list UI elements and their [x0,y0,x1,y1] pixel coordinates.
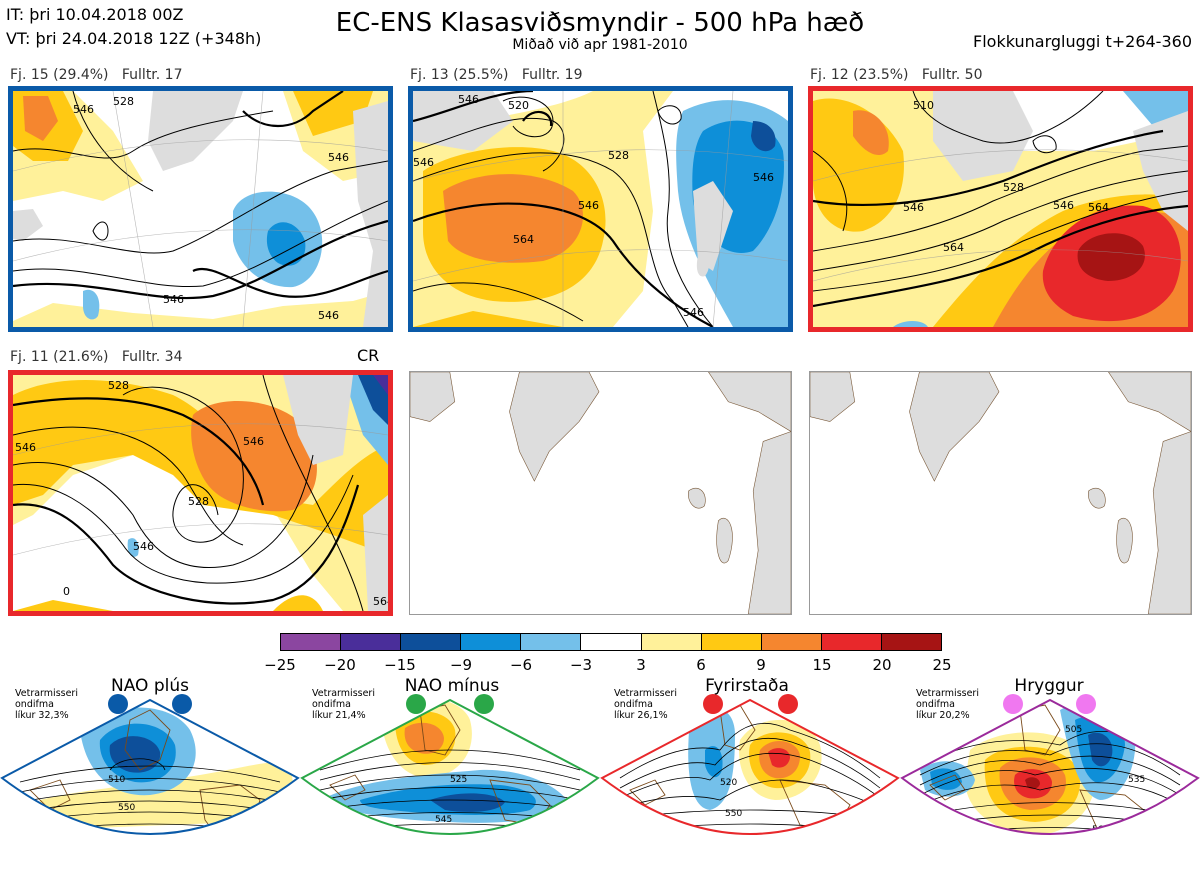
colorbar-swatch [761,634,822,650]
colorbar-tick: −25 [264,656,296,674]
svg-text:546: 546 [683,306,704,319]
colorbar-swatch [401,634,462,650]
regime-2-title: NAO mínus [404,676,500,696]
contour-label: 546 [73,103,94,116]
panel-4-tag: CR [357,346,380,365]
colorbar-tick: −9 [449,656,473,674]
regime-2-desc: Vetrarmisseri ondifma líkur 21,4% [312,688,375,721]
svg-text:546: 546 [413,156,434,169]
regime-2-dot [406,694,426,714]
regime-4-map[interactable]: 505 535 560 [900,690,1200,871]
page-title: EC-ENS Klasasviðsmyndir - 500 hPa hæð [335,8,865,38]
page-subtitle: Miðað við apr 1981-2010 [512,37,688,53]
colorbar-swatch [281,634,342,650]
svg-text:528: 528 [608,149,629,162]
empty-map-1 [409,371,792,615]
regime-1-desc: Vetrarmisseri ondifma líkur 32,3% [15,688,78,721]
svg-text:546: 546 [15,441,36,454]
panel-2-label: Fj. 13 (25.5%) Fulltr. 19 [410,67,583,83]
empty-map-2 [809,371,1192,615]
regime-2-dot [474,694,494,714]
contour-label: 546 [163,293,184,306]
colorbar-swatch [461,634,522,650]
colorbar-tick: −15 [384,656,416,674]
svg-text:546: 546 [1053,199,1074,212]
svg-text:546: 546 [243,435,264,448]
svg-text:525: 525 [450,775,467,785]
colorbar-tick: 9 [756,656,766,674]
contour-label: 546 [318,309,339,322]
regime-1-map[interactable]: 510 550 [0,690,300,871]
svg-text:528: 528 [108,379,129,392]
colorbar-swatch [341,634,402,650]
regime-4-dot [1003,694,1023,714]
svg-text:535: 535 [1128,775,1145,785]
svg-text:564: 564 [1088,201,1109,214]
colorbar-tick: −6 [509,656,533,674]
colorbar-tick: 3 [636,656,646,674]
cluster-map-1[interactable]: 528 546 546 546 546 [8,86,393,332]
svg-text:528: 528 [188,495,209,508]
regime-3-title: Fyrirstaða [705,676,789,696]
regime-1-dot [108,694,128,714]
regime-3-dot [778,694,798,714]
svg-text:546: 546 [753,171,774,184]
svg-text:520: 520 [720,778,737,788]
svg-text:546: 546 [903,201,924,214]
cluster-map-2[interactable]: 546 520 528 546 546 564 546 546 [408,86,793,332]
colorbar-swatch [821,634,882,650]
contour-label: 528 [113,95,134,108]
panel-3-label: Fj. 12 (23.5%) Fulltr. 50 [810,67,983,83]
regime-3-map[interactable]: 520 550 560 [600,690,900,871]
svg-text:564: 564 [373,595,388,608]
contour-label: 550 [118,803,135,813]
cluster-map-4[interactable]: 528 546 546 528 546 0 564 [8,370,393,616]
colorbar-tick: 15 [812,656,832,674]
regime-4-title: Hryggur [1014,676,1084,696]
colorbar [280,633,942,651]
regime-2-map[interactable]: 525 545 565 [300,690,600,871]
svg-text:546: 546 [578,199,599,212]
contour-label: 546 [328,151,349,164]
valid-time: VT: þri 24.04.2018 12Z (+348h) [6,29,262,48]
init-time: IT: þri 10.04.2018 00Z [6,5,184,24]
svg-text:564: 564 [943,241,964,254]
colorbar-tick: −20 [324,656,356,674]
regime-1-dot [172,694,192,714]
regime-1-title: NAO plús [111,676,189,696]
svg-text:546: 546 [458,93,479,106]
svg-text:510: 510 [913,99,934,112]
svg-text:565: 565 [445,851,462,861]
colorbar-swatch [581,634,642,650]
colorbar-tick: −3 [569,656,593,674]
svg-text:528: 528 [1003,181,1024,194]
colorbar-swatch [701,634,762,650]
panel-1-label: Fj. 15 (29.4%) Fulltr. 17 [10,67,183,83]
colorbar-tick: 6 [696,656,706,674]
svg-text:545: 545 [435,815,452,825]
svg-text:564: 564 [513,233,534,246]
colorbar-swatch [641,634,702,650]
regime-3-desc: Vetrarmisseri ondifma líkur 26,1% [614,688,677,721]
colorbar-tick: 20 [872,656,892,674]
svg-text:520: 520 [508,99,529,112]
svg-text:505: 505 [1065,725,1082,735]
classification-window: Flokkunargluggi t+264-360 [973,32,1192,51]
regime-3-dot [703,694,723,714]
svg-text:546: 546 [133,540,154,553]
colorbar-tick: 25 [932,656,952,674]
colorbar-swatch [521,634,582,650]
regime-4-desc: Vetrarmisseri ondifma líkur 20,2% [916,688,979,721]
svg-text:0: 0 [63,585,70,598]
colorbar-swatch [881,634,942,650]
contour-label: 510 [108,775,125,785]
cluster-map-3[interactable]: 510 528 546 546 564 564 [808,86,1193,332]
svg-text:550: 550 [725,809,742,819]
regime-4-dot [1076,694,1096,714]
panel-4-label: Fj. 11 (21.6%) Fulltr. 34 [10,349,183,365]
